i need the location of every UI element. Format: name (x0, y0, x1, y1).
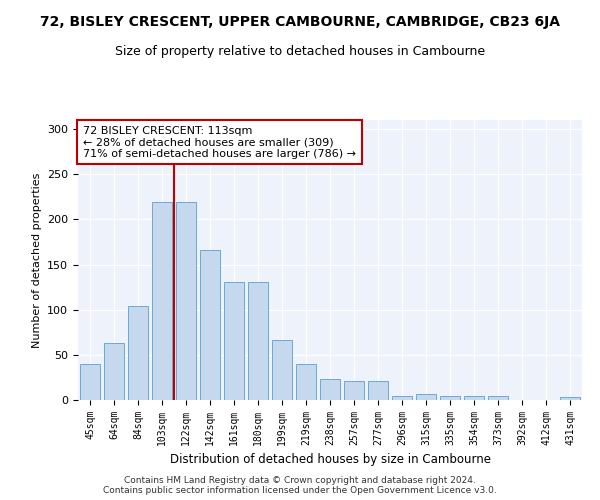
Bar (272, 340, 292, 400)
Bar (464, 396, 484, 400)
Bar (440, 396, 460, 400)
Bar (176, 202, 196, 400)
Y-axis label: Number of detached properties: Number of detached properties (32, 172, 41, 348)
Bar (104, 343, 124, 400)
X-axis label: Distribution of detached houses by size in Cambourne: Distribution of detached houses by size … (170, 454, 491, 466)
Bar (128, 306, 148, 400)
Bar (560, 398, 580, 400)
Bar (224, 282, 244, 400)
Bar (488, 396, 508, 400)
Text: 72 BISLEY CRESCENT: 113sqm
← 28% of detached houses are smaller (309)
71% of sem: 72 BISLEY CRESCENT: 113sqm ← 28% of deta… (83, 126, 356, 159)
Text: 72, BISLEY CRESCENT, UPPER CAMBOURNE, CAMBRIDGE, CB23 6JA: 72, BISLEY CRESCENT, UPPER CAMBOURNE, CA… (40, 15, 560, 29)
Bar (80, 364, 100, 400)
Bar (368, 381, 388, 400)
Bar (392, 396, 412, 400)
Bar (200, 250, 220, 400)
Bar (296, 364, 316, 400)
Text: Size of property relative to detached houses in Cambourne: Size of property relative to detached ho… (115, 45, 485, 58)
Bar (248, 282, 268, 400)
Bar (416, 394, 436, 400)
Text: Contains HM Land Registry data © Crown copyright and database right 2024.
Contai: Contains HM Land Registry data © Crown c… (103, 476, 497, 495)
Bar (320, 379, 340, 400)
Bar (344, 381, 364, 400)
Bar (152, 202, 172, 400)
